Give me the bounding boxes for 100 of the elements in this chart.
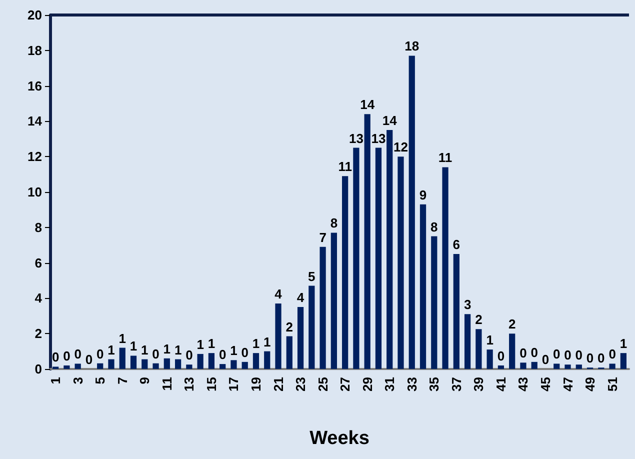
x-tick-label: 17 (226, 377, 242, 392)
data-label: 0 (553, 346, 560, 362)
data-label: 14 (382, 113, 398, 128)
data-label: 12 (394, 140, 408, 155)
data-label: 0 (218, 347, 226, 362)
x-tick-label: 19 (248, 377, 264, 392)
data-label: 0 (530, 344, 538, 360)
x-tick-label: 33 (404, 377, 420, 392)
data-label: 0 (497, 348, 505, 364)
data-label: 8 (430, 219, 438, 234)
x-tick-label: 41 (493, 377, 508, 392)
bar (509, 334, 516, 369)
x-tick-label: 37 (448, 377, 464, 392)
data-label: 13 (371, 130, 386, 146)
bar (275, 304, 282, 369)
x-tick-label: 1 (48, 377, 64, 384)
bar (130, 356, 137, 369)
bar (152, 363, 159, 369)
data-label: 0 (96, 346, 104, 362)
bar (97, 363, 104, 369)
data-label: 1 (486, 332, 494, 348)
data-label: 0 (564, 348, 572, 363)
x-tick-label: 23 (293, 377, 308, 392)
data-label: 0 (586, 350, 594, 366)
bar (576, 364, 582, 369)
data-label: 3 (464, 297, 472, 312)
x-tick-label: 15 (204, 377, 219, 392)
x-tick-label: 27 (338, 377, 353, 392)
bar (320, 246, 326, 369)
data-label: 2 (508, 316, 516, 332)
data-label: 1 (163, 341, 171, 356)
data-label: 0 (241, 344, 248, 360)
data-label: 4 (274, 286, 283, 302)
x-tick-label: 25 (315, 377, 330, 392)
x-tick-label: 5 (92, 377, 108, 384)
x-tick-label: 21 (270, 377, 286, 392)
data-label: 1 (118, 330, 126, 346)
data-label: 1 (108, 342, 115, 358)
data-label: 0 (85, 352, 93, 367)
data-label: 0 (63, 348, 70, 364)
bar (464, 314, 471, 369)
bar (230, 360, 237, 369)
y-tick-label: 12 (28, 149, 42, 164)
x-tick-label: 51 (604, 377, 620, 392)
x-tick-label: 31 (382, 377, 398, 392)
bar (330, 232, 337, 369)
x-tick-label: 39 (471, 377, 486, 392)
data-label: 5 (308, 268, 316, 284)
x-tick-label: 49 (582, 377, 598, 392)
data-label: 0 (52, 350, 60, 365)
bar (242, 362, 248, 369)
bar (297, 307, 304, 369)
bar (197, 354, 204, 369)
x-tick-label: 45 (538, 377, 553, 392)
data-label: 0 (74, 346, 82, 362)
bar (554, 364, 560, 369)
data-label: 0 (608, 346, 616, 362)
data-label: 2 (286, 319, 294, 334)
data-label: 6 (452, 236, 460, 252)
data-label: 1 (252, 336, 260, 352)
x-tick-label: 47 (560, 377, 576, 392)
x-tick-label: 7 (114, 377, 130, 384)
bar (74, 364, 81, 369)
bar (342, 176, 348, 369)
y-tick-label: 16 (28, 78, 42, 94)
y-tick-label: 10 (28, 184, 42, 200)
data-label: 8 (330, 216, 338, 231)
data-label: 1 (264, 334, 271, 350)
bar (498, 365, 504, 369)
data-label: 1 (174, 342, 182, 358)
x-tick-label: 9 (137, 377, 152, 384)
bar (386, 130, 393, 369)
data-label: 1 (230, 343, 238, 358)
bar (375, 148, 382, 369)
bar (420, 204, 426, 369)
y-tick-label: 18 (28, 42, 42, 58)
data-label: 1 (208, 336, 216, 352)
bar (398, 156, 404, 369)
data-label: 14 (360, 97, 376, 112)
bar (264, 351, 270, 369)
bar (453, 254, 460, 369)
data-label: 9 (419, 187, 427, 202)
data-label: 0 (598, 350, 605, 366)
bar (119, 348, 126, 369)
x-tick-label: 29 (360, 377, 375, 392)
x-tick-label: 43 (516, 377, 531, 392)
bar (408, 56, 415, 369)
y-tick-label: 20 (28, 8, 42, 22)
bar (620, 353, 626, 369)
x-axis-title: Weeks (310, 428, 370, 449)
x-tick-label: 3 (70, 377, 86, 384)
bar (531, 362, 538, 369)
bar (308, 286, 315, 369)
data-label: 7 (319, 230, 326, 245)
data-label: 1 (196, 336, 204, 352)
y-tick-label: 2 (34, 326, 42, 342)
data-label: 1 (141, 342, 148, 358)
bar (286, 336, 292, 369)
bar (609, 364, 616, 369)
y-tick-label: 6 (34, 255, 42, 270)
